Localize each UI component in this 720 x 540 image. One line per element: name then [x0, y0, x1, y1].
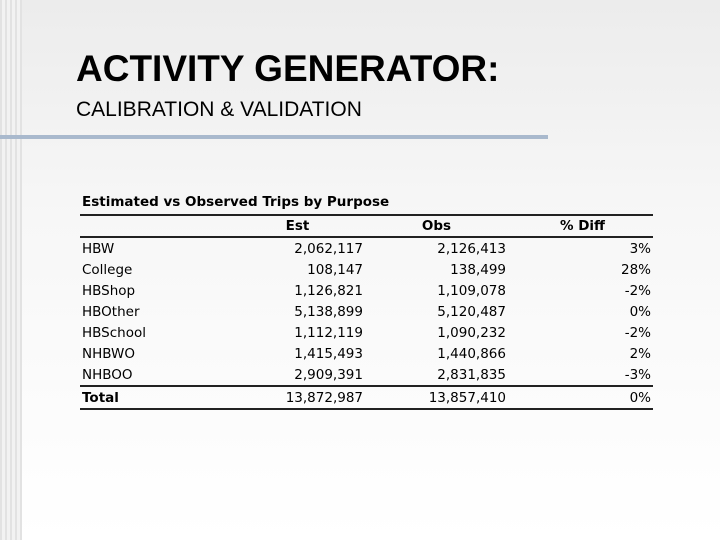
- table-row: HBOther 5,138,899 5,120,487 0%: [80, 301, 653, 322]
- cell: 108,147: [307, 261, 363, 278]
- table-body: HBW 2,062,117 2,126,413 3% College 108,147 138…: [80, 237, 653, 409]
- header-cell: [80, 215, 230, 237]
- cell: 2,126,413: [437, 240, 506, 257]
- table-row: College 108,147 138,499 28%: [80, 259, 653, 280]
- cell: 2,909,391: [294, 366, 363, 383]
- table-row: NHBWO 1,415,493 1,440,866 2%: [80, 343, 653, 364]
- cell: 1,440,866: [437, 345, 506, 362]
- cell: 13,857,410: [428, 389, 506, 406]
- data-table: Est Obs % Diff HBW 2,062,117 2,126,413 3% Coll…: [80, 214, 653, 410]
- cell: -2%: [624, 324, 651, 341]
- stripes: [0, 0, 22, 540]
- subtitle: CALIBRATION & VALIDATION: [76, 98, 362, 121]
- total-row: Total 13,872,987 13,857,410 0%: [80, 386, 653, 409]
- cell: 1,415,493: [294, 345, 363, 362]
- cell: 1,126,821: [294, 282, 363, 299]
- cell: 1,090,232: [437, 324, 506, 341]
- table-row: HBW 2,062,117 2,126,413 3%: [80, 237, 653, 259]
- row-label: HBW: [82, 240, 115, 257]
- cell: 2,831,835: [437, 366, 506, 383]
- cell: 2,062,117: [294, 240, 363, 257]
- cell: 28%: [620, 261, 651, 278]
- row-label: Total: [82, 389, 119, 406]
- row-label: HBSchool: [82, 324, 146, 341]
- table-row: HBShop 1,126,821 1,109,078 -2%: [80, 280, 653, 301]
- row-label: HBOther: [82, 303, 140, 320]
- row-label: NHBWO: [82, 345, 136, 362]
- header-cell: Est: [285, 218, 310, 234]
- cell: 0%: [629, 303, 651, 320]
- cell: 2%: [629, 345, 651, 362]
- cell: 1,112,119: [294, 324, 363, 341]
- table-title: Estimated vs Observed Trips by Purpose: [82, 194, 390, 210]
- row-label: College: [82, 261, 133, 278]
- cell: 13,872,987: [285, 389, 363, 406]
- cell: 3%: [629, 240, 651, 257]
- header-row: Est Obs % Diff: [80, 215, 653, 237]
- row-label: NHBOO: [82, 366, 133, 383]
- cell: 5,120,487: [437, 303, 506, 320]
- cell: -3%: [624, 366, 651, 383]
- table-row: NHBOO 2,909,391 2,831,835 -3%: [80, 364, 653, 386]
- cell: 5,138,899: [294, 303, 363, 320]
- divider: [0, 135, 548, 139]
- header-cell: Obs: [421, 218, 452, 234]
- header-cell: % Diff: [560, 218, 605, 234]
- cell: 1,109,078: [437, 282, 506, 299]
- cell: 0%: [629, 389, 651, 406]
- cell: -2%: [624, 282, 651, 299]
- cell: 138,499: [450, 261, 506, 278]
- title: ACTIVITY GENERATOR:: [76, 48, 500, 89]
- table-row: HBSchool 1,112,119 1,090,232 -2%: [80, 322, 653, 343]
- row-label: HBShop: [82, 282, 136, 299]
